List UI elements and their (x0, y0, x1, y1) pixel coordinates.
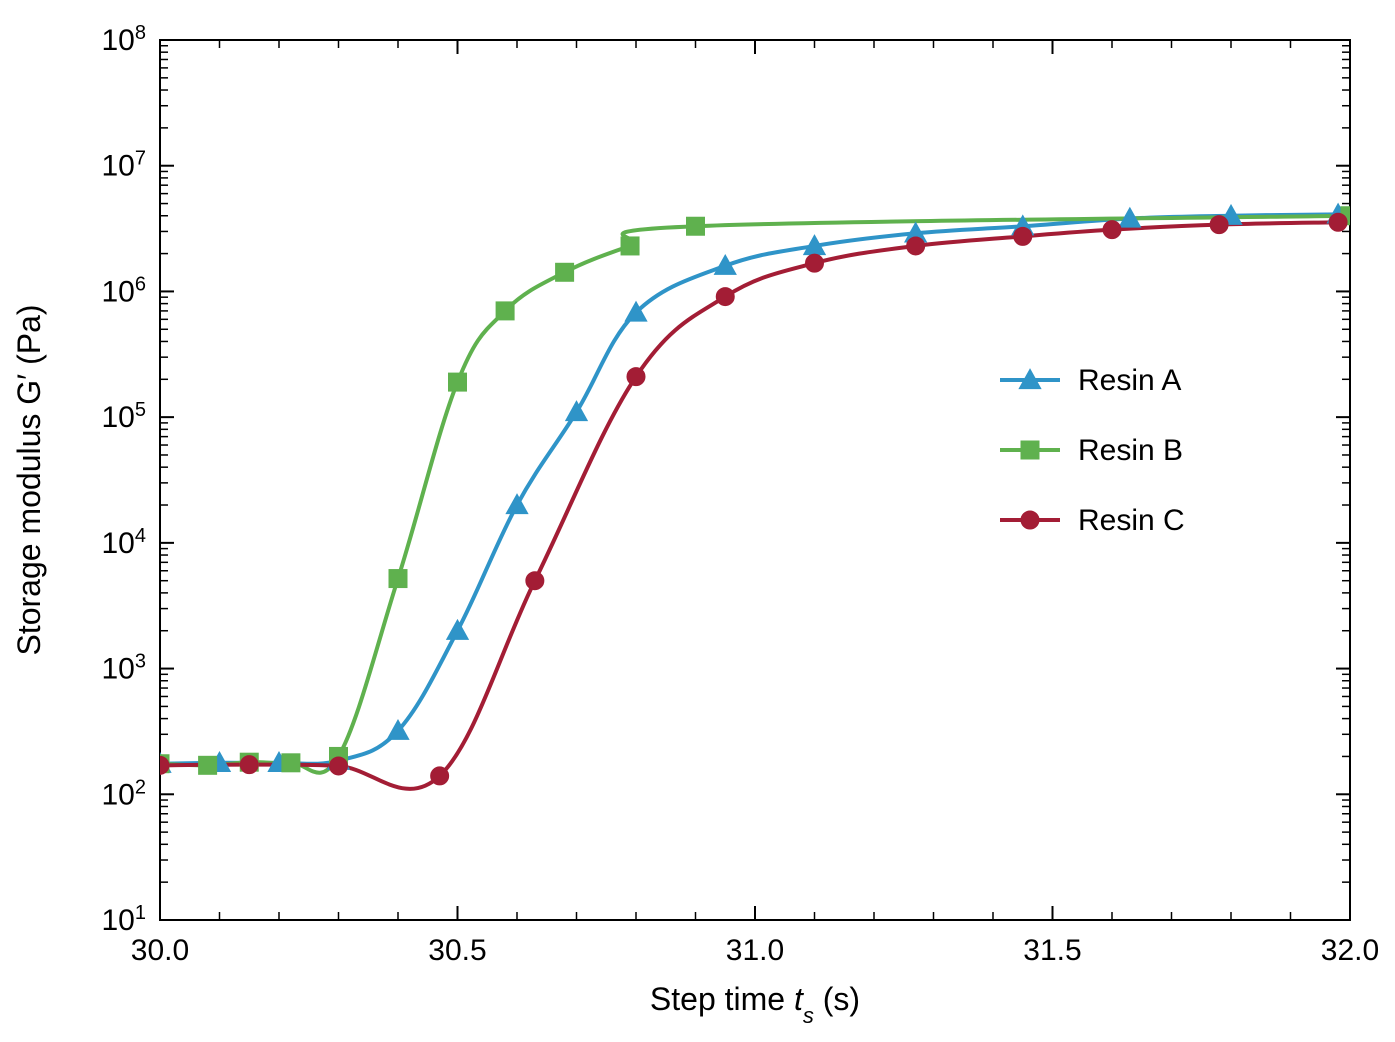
legend-label: Resin A (1078, 364, 1181, 397)
chart-svg: 30.030.531.031.532.0Step time ts (s)1011… (0, 0, 1395, 1042)
y-axis-label: Storage modulus G′ (Pa) (11, 304, 47, 655)
x-tick-label: 30.5 (428, 934, 486, 967)
x-tick-label: 31.0 (726, 934, 784, 967)
x-tick-label: 31.5 (1023, 934, 1081, 967)
x-tick-label: 30.0 (131, 934, 189, 967)
legend-label: Resin B (1078, 434, 1183, 467)
legend-label: Resin C (1078, 504, 1185, 537)
chart-container: 30.030.531.031.532.0Step time ts (s)1011… (0, 0, 1395, 1042)
x-tick-label: 32.0 (1321, 934, 1379, 967)
